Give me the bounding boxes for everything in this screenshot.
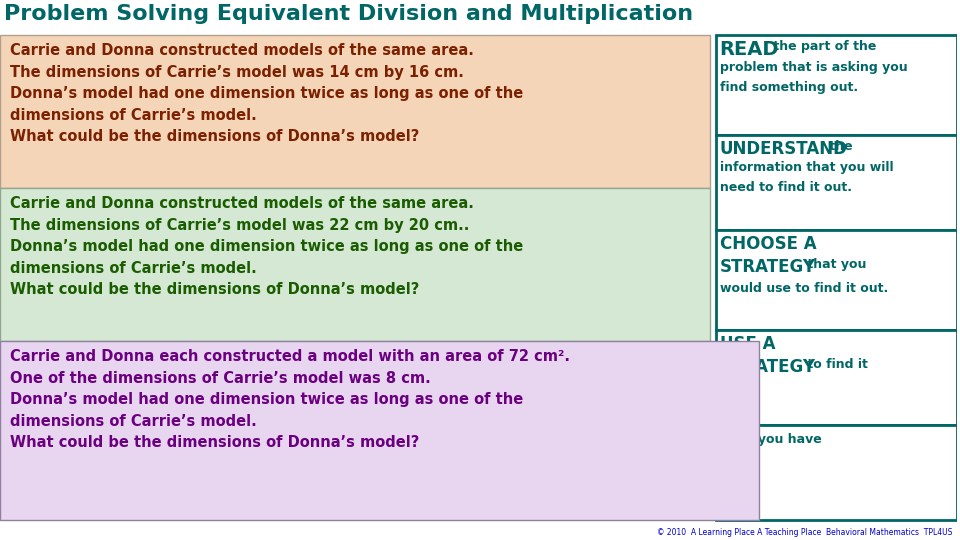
Text: the part of the: the part of the: [770, 40, 876, 53]
FancyBboxPatch shape: [715, 425, 957, 520]
FancyBboxPatch shape: [715, 330, 957, 425]
Text: the: the: [826, 140, 852, 153]
FancyBboxPatch shape: [0, 35, 709, 188]
Text: STRATEGY: STRATEGY: [720, 358, 816, 376]
Text: STRATEGY: STRATEGY: [720, 258, 816, 276]
FancyBboxPatch shape: [0, 188, 709, 341]
Text: information that you will: information that you will: [720, 161, 893, 174]
Text: Carrie and Donna each constructed a model with an area of 72 cm².
One of the dim: Carrie and Donna each constructed a mode…: [10, 349, 570, 450]
Text: Carrie and Donna constructed models of the same area.
The dimensions of Carrie’s: Carrie and Donna constructed models of t…: [10, 196, 523, 298]
Text: Problem Solving Equivalent Division and Multiplication: Problem Solving Equivalent Division and …: [4, 4, 693, 24]
Text: UNDERSTAND: UNDERSTAND: [720, 140, 848, 158]
Text: out.: out.: [720, 382, 748, 395]
Text: need to find it out.: need to find it out.: [720, 181, 852, 194]
Text: USE A: USE A: [720, 335, 775, 353]
Text: to find it: to find it: [804, 358, 868, 371]
Text: CHOOSE A: CHOOSE A: [720, 235, 816, 253]
Text: that you have: that you have: [720, 433, 822, 446]
Text: would use to find it out.: would use to find it out.: [720, 282, 888, 295]
Text: Carrie and Donna constructed models of the same area.
The dimensions of Carrie’s: Carrie and Donna constructed models of t…: [10, 43, 523, 144]
FancyBboxPatch shape: [715, 230, 957, 330]
Text: it.: it.: [720, 453, 734, 466]
Text: problem that is asking you: problem that is asking you: [720, 61, 907, 74]
Text: © 2010  A Learning Place A Teaching Place  Behavioral Mathematics  TPL4US: © 2010 A Learning Place A Teaching Place…: [658, 528, 953, 537]
FancyBboxPatch shape: [715, 135, 957, 230]
Text: that you: that you: [804, 258, 867, 271]
FancyBboxPatch shape: [715, 35, 957, 135]
Text: READ: READ: [720, 40, 780, 59]
Text: find something out.: find something out.: [720, 81, 857, 94]
FancyBboxPatch shape: [0, 341, 759, 520]
